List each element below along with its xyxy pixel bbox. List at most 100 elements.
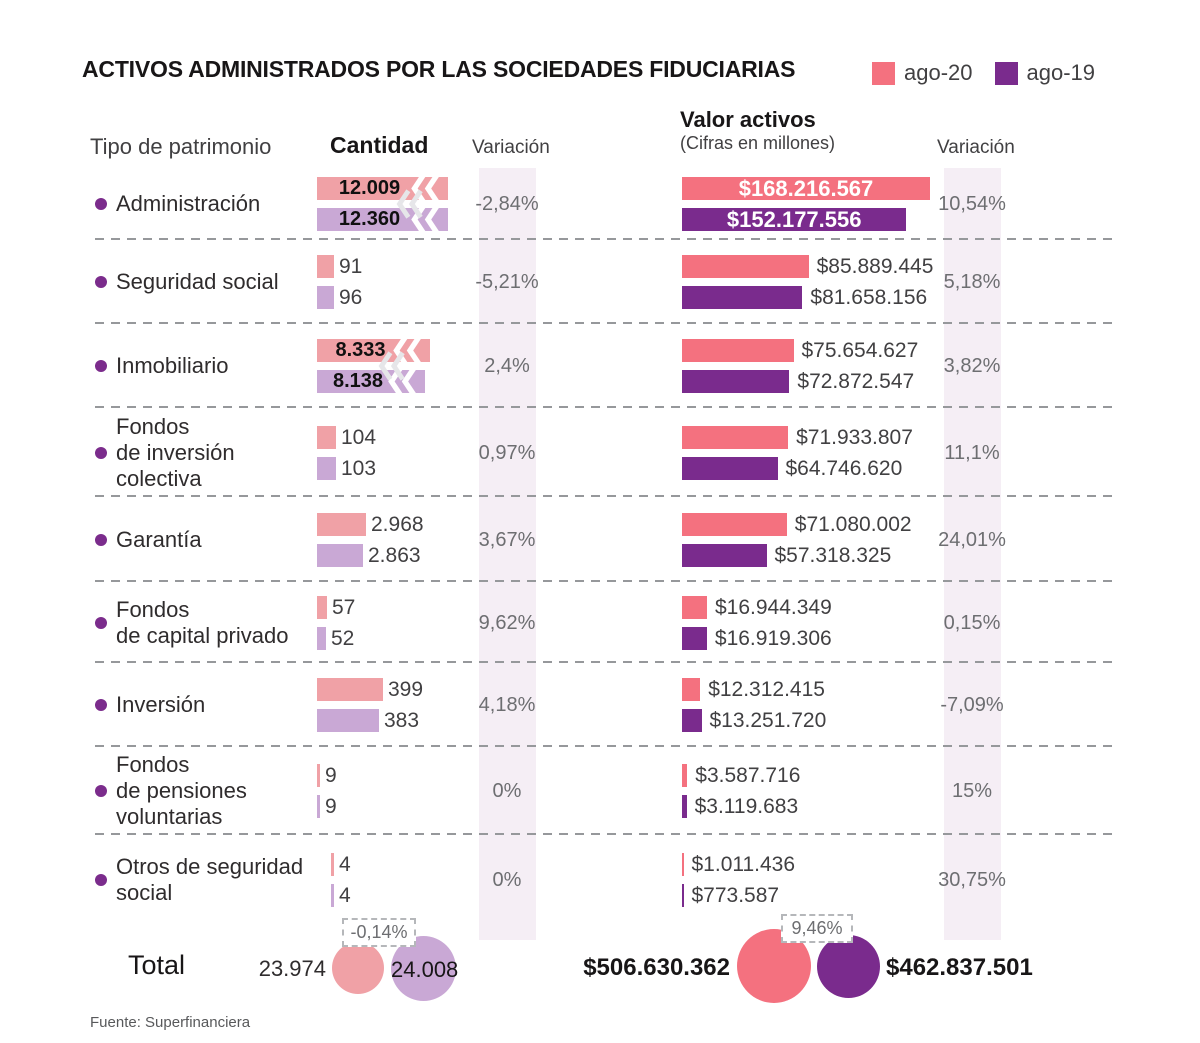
bullet-icon xyxy=(95,533,107,546)
cantidad-value-ago19: 2.863 xyxy=(368,543,421,567)
legend-label-ago19: ago-19 xyxy=(1026,60,1096,85)
row-label: Administración xyxy=(116,191,261,216)
cantidad-bar-ago20 xyxy=(317,764,320,787)
bullet-icon xyxy=(95,874,107,886)
cantidad-bar-ago19: 12.360 xyxy=(317,203,448,236)
cantidad-value-ago20: 399 xyxy=(388,678,424,701)
legend-label-ago20: ago-20 xyxy=(904,60,973,85)
cantidad-value-ago19: 96 xyxy=(339,286,363,309)
cantidad-bar-ago19 xyxy=(317,795,320,818)
valor-value-ago20: $71.080.002 xyxy=(794,512,912,536)
cantidad-variation: 0% xyxy=(492,780,522,802)
bullet-icon xyxy=(95,198,107,210)
valor-bar-ago19 xyxy=(682,884,684,907)
valor-value-ago20: $1.011.436 xyxy=(691,853,796,876)
patrimonio-row: Seguridad social 91 96 -5,21% $85.889.445 $81… xyxy=(0,240,1200,324)
valor-bar-ago19 xyxy=(682,709,702,732)
valor-bar-ago19 xyxy=(682,626,707,650)
valor-value-ago20: $3.587.716 xyxy=(695,764,801,787)
valor-variation: 0,15% xyxy=(943,611,1001,634)
valor-bar-ago20 xyxy=(682,853,684,876)
axis-break-icon xyxy=(396,189,423,219)
row-label: Inmobiliario xyxy=(116,353,229,378)
total-valor-ago19: $462.837.501 xyxy=(886,954,1033,981)
valor-value-ago20: $168.216.567 xyxy=(738,176,874,201)
valor-variation: 11,1% xyxy=(944,441,1000,464)
valor-value-ago19: $57.318.325 xyxy=(774,543,892,567)
valor-bar-ago19: $152.177.556 xyxy=(682,207,907,232)
cantidad-variation: -5,21% xyxy=(475,271,539,293)
total-cantidad-variation-box: -0,14% xyxy=(342,918,416,947)
valor-bar-ago20 xyxy=(682,339,794,362)
total-cantidad-ago19: 24.008 xyxy=(391,957,459,982)
valor-variation: 30,75% xyxy=(938,869,1006,891)
chart-title: ACTIVOS ADMINISTRADOS POR LAS SOCIEDADES… xyxy=(82,56,796,82)
cantidad-bar-ago20 xyxy=(317,425,336,449)
column-header-variacion-valor: Variación xyxy=(937,137,1015,158)
valor-value-ago19: $72.872.547 xyxy=(797,370,915,393)
axis-break-icon xyxy=(411,203,440,236)
cantidad-value-ago20: 104 xyxy=(341,425,377,449)
valor-bar-ago19 xyxy=(682,543,767,567)
row-label: Fondos de pensiones voluntarias xyxy=(116,752,247,829)
bullet-icon xyxy=(95,785,107,797)
bullet-icon xyxy=(95,699,107,711)
row-label: Fondos de capital privado xyxy=(116,596,289,648)
row-separator xyxy=(95,833,1118,835)
patrimonio-row: Fondos de inversión colectiva 104 103 0,97% $7… xyxy=(0,408,1200,497)
total-label: Total xyxy=(128,950,186,980)
column-header-valor: Valor activos xyxy=(680,107,816,132)
valor-variation: 3,82% xyxy=(943,355,1001,377)
patrimonio-row: Administración 12.009 12.360 -2,84% $168.216… xyxy=(0,168,1200,240)
patrimonio-row: Fondos de pensiones voluntarias 9 9 0% $3.587.… xyxy=(0,747,1200,835)
cantidad-bar-ago19: 8.138 xyxy=(317,365,425,398)
legend: ago-20 ago-19 xyxy=(872,60,1095,86)
cantidad-value-ago20: 2.968 xyxy=(371,512,424,536)
cantidad-bar-ago19 xyxy=(317,456,336,480)
valor-bar-ago20: $168.216.567 xyxy=(682,177,930,200)
valor-bar-ago19 xyxy=(682,795,687,818)
valor-value-ago19: $152.177.556 xyxy=(726,207,862,232)
total-valor-ago20: $506.630.362 xyxy=(583,954,730,981)
legend-swatch-ago19-icon xyxy=(994,61,1018,85)
cantidad-bar-ago19 xyxy=(317,543,363,567)
row-label: Seguridad social xyxy=(116,269,279,294)
cantidad-bar-ago19 xyxy=(331,884,334,907)
cantidad-variation: 9,62% xyxy=(478,611,536,634)
valor-bar-ago20 xyxy=(682,595,707,619)
bullet-icon xyxy=(95,616,107,629)
row-label: Otros de seguridad social xyxy=(116,854,304,905)
cantidad-variation: 3,67% xyxy=(478,528,536,551)
source-note: Fuente: Superfinanciera xyxy=(90,1014,251,1031)
valor-bar-ago20 xyxy=(682,678,701,701)
cantidad-bar-ago20: 12.009 xyxy=(317,172,448,205)
row-separator xyxy=(95,238,1118,240)
valor-value-ago20: $71.933.807 xyxy=(796,425,913,449)
valor-bar-ago20 xyxy=(682,764,688,787)
cantidad-bar-ago19 xyxy=(317,626,326,650)
cantidad-value-ago19: 103 xyxy=(341,456,377,480)
patrimonio-row: Garantía 2.968 2.863 3,67% $71.080.002 $57.31… xyxy=(0,497,1200,582)
cantidad-variation: 2,4% xyxy=(484,355,530,377)
total-cantidad-ago20: 23.974 xyxy=(258,956,326,981)
cantidad-value-ago19: 52 xyxy=(331,626,355,650)
valor-bar-ago19 xyxy=(682,370,790,393)
row-separator xyxy=(95,322,1118,324)
valor-bar-ago19 xyxy=(682,456,778,480)
column-header-variacion-cantidad: Variación xyxy=(472,137,550,158)
total-valor-circle-ago19 xyxy=(817,935,880,998)
valor-value-ago19: $13.251.720 xyxy=(709,709,827,732)
cantidad-value-ago20: 91 xyxy=(339,255,363,278)
patrimonio-row: Inversión 399 383 4,18% $12.312.415 $13.251.7… xyxy=(0,663,1200,747)
cantidad-variation: 0,97% xyxy=(478,441,536,464)
cantidad-value-ago20: 9 xyxy=(325,764,337,787)
cantidad-value-ago19: 12.360 xyxy=(338,208,401,230)
valor-value-ago20: $75.654.627 xyxy=(801,339,919,362)
valor-bar-ago20 xyxy=(682,512,787,536)
valor-value-ago20: $16.944.349 xyxy=(715,595,832,619)
total-valor-variation-box: 9,46% xyxy=(781,914,853,943)
valor-value-ago19: $64.746.620 xyxy=(785,456,903,480)
cantidad-bar-ago20 xyxy=(317,678,383,701)
valor-bar-ago20 xyxy=(682,425,789,449)
valor-bar-ago20 xyxy=(682,255,809,278)
